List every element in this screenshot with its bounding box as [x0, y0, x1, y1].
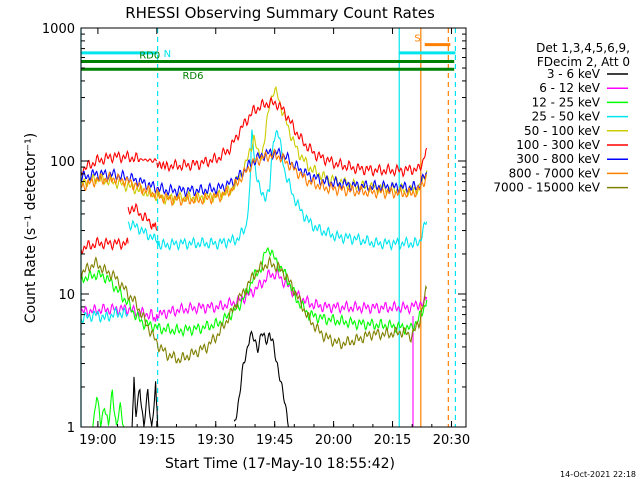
series-2-segment-0: [80, 246, 428, 338]
y-axis-ticks: 1 10 100 1000: [42, 22, 466, 436]
x-tick-label-0: 19:00: [79, 433, 116, 448]
series-0-segment-0: [131, 376, 159, 428]
legend-label-8: 7000 - 15000 keV: [493, 181, 600, 195]
status-label-n: N: [164, 49, 171, 60]
series-1: [80, 268, 428, 427]
legend-label-1: 6 - 12 keV: [539, 81, 601, 95]
series-2: [80, 246, 428, 428]
legend-label-4: 50 - 100 keV: [524, 124, 601, 138]
x-tick-label-4: 20:00: [315, 433, 352, 448]
series-5-segment-3: [80, 149, 158, 176]
y-tick-label-2: 100: [50, 155, 75, 170]
series-3-segment-1: [127, 129, 428, 252]
timestamp: 14-Oct-2021 22:18: [560, 470, 636, 479]
series-7-segment-0: [80, 147, 427, 207]
x-tick-label-5: 20:15: [374, 433, 411, 448]
y-tick-label-1: 10: [58, 288, 75, 303]
legend-label-0: 3 - 6 keV: [547, 67, 601, 81]
series-5-segment-1: [127, 202, 158, 231]
status-label-rd0: RD0: [139, 50, 160, 61]
series-3: [80, 129, 428, 325]
x-axis-label: Start Time (17-May-10 18:55:42): [165, 456, 395, 472]
y-tick-label-0: 1: [67, 421, 75, 436]
plot-area: N S RD0 RD6: [80, 28, 456, 428]
x-tick-label-1: 19:15: [138, 433, 175, 448]
series-1-segment-0: [80, 268, 428, 322]
series-5: [80, 96, 428, 254]
chart-title: RHESSI Observing Summary Count Rates: [125, 4, 435, 22]
series-7: [80, 147, 427, 207]
x-axis-ticks: 19:00 19:15 19:30 19:45 20:00 20:15 20:30: [79, 28, 470, 448]
legend-header-0: Det 1,3,4,5,6,9,: [536, 41, 630, 55]
legend-label-6: 300 - 800 keV: [516, 152, 600, 166]
series-3-segment-0: [80, 306, 129, 325]
series-2-segment-1: [92, 389, 125, 428]
status-label-s: S: [414, 34, 420, 45]
axes: [80, 27, 467, 428]
series-5-segment-0: [80, 236, 129, 254]
status-label-rd6: RD6: [182, 71, 203, 82]
legend-label-2: 12 - 25 keV: [532, 95, 601, 109]
x-tick-label-2: 19:30: [197, 433, 234, 448]
series-8-segment-0: [80, 255, 428, 364]
series-8: [80, 255, 428, 364]
series-0: [131, 330, 290, 428]
x-tick-label-3: 19:45: [256, 433, 293, 448]
plot-frame: [80, 27, 467, 428]
x-tick-label-6: 20:30: [433, 433, 470, 448]
series-0-segment-1: [233, 330, 290, 428]
legend: Det 1,3,4,5,6,9,FDecim 2, Att 03 - 6 keV…: [493, 41, 630, 195]
series-5-segment-2: [156, 96, 428, 178]
legend-header-1: FDecim 2, Att 0: [537, 55, 630, 69]
y-tick-label-3: 1000: [42, 22, 75, 37]
y-axis-label: Count Rate (s⁻¹ detector⁻¹): [23, 133, 39, 323]
legend-label-3: 25 - 50 keV: [532, 110, 601, 124]
legend-label-7: 800 - 7000 keV: [509, 166, 601, 180]
legend-label-5: 100 - 300 keV: [516, 138, 600, 152]
